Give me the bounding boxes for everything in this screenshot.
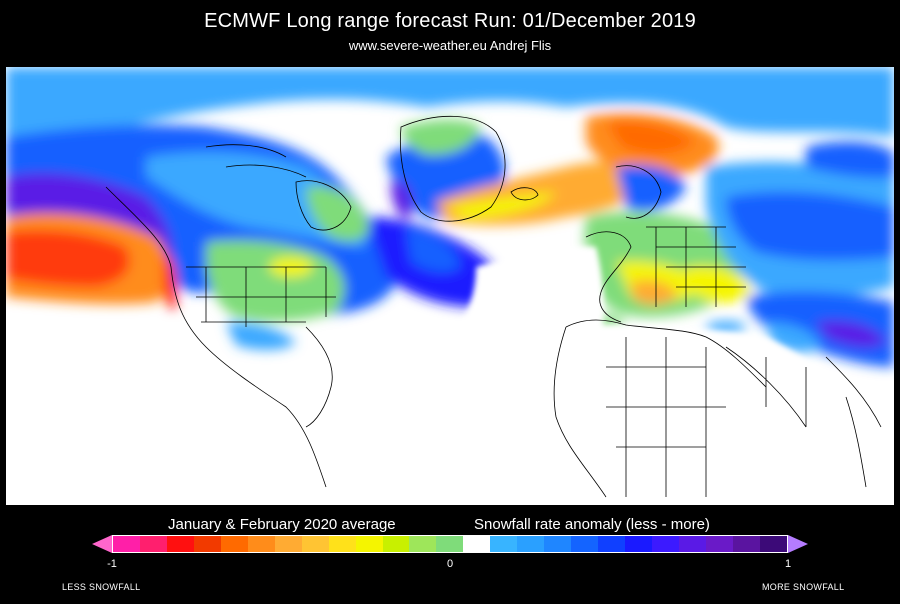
legend-swatch <box>544 536 572 552</box>
legend-left-heading: January & February 2020 average <box>168 516 396 533</box>
legend-swatch <box>679 536 706 552</box>
legend-swatch <box>220 536 248 552</box>
tick-max: 1 <box>784 558 792 570</box>
legend-swatch <box>193 536 221 552</box>
land-no-snow <box>146 245 894 505</box>
legend-swatch <box>652 536 680 552</box>
less-arrow-icon <box>92 535 112 553</box>
legend-swatch <box>409 536 437 552</box>
legend-swatch <box>571 536 599 552</box>
legend-swatch <box>463 536 491 552</box>
legend-swatch <box>301 536 329 552</box>
legend-swatch <box>598 536 626 552</box>
legend-swatch <box>732 536 760 552</box>
legend-swatch <box>328 536 356 552</box>
legend-swatch <box>113 536 140 552</box>
legend-swatch <box>436 536 464 552</box>
color-scale-bar <box>112 535 788 553</box>
map-canvas <box>6 67 894 505</box>
less-snowfall-label: LESS SNOWFALL <box>62 582 141 592</box>
legend-swatch <box>490 536 518 552</box>
legend-swatch <box>382 536 410 552</box>
map-title: ECMWF Long range forecast Run: 01/Decemb… <box>204 10 696 32</box>
legend-swatch <box>355 536 383 552</box>
legend-right-heading: Snowfall rate anomaly (less - more) <box>474 516 710 533</box>
map-subtitle: www.severe-weather.eu Andrej Flis <box>348 38 552 53</box>
legend-swatch <box>274 536 302 552</box>
legend-swatch <box>625 536 653 552</box>
legend-swatch <box>166 536 194 552</box>
tick-zero: 0 <box>446 558 454 570</box>
tick-min: -1 <box>107 558 117 570</box>
legend-swatch <box>759 536 787 552</box>
snowfall-anomaly-map <box>6 67 894 505</box>
legend-swatch <box>517 536 545 552</box>
anomaly-field <box>6 67 894 367</box>
legend-swatch <box>139 536 167 552</box>
more-arrow-icon <box>788 535 808 553</box>
country-borders <box>105 115 882 498</box>
legend-swatch <box>705 536 733 552</box>
more-snowfall-label: MORE SNOWFALL <box>762 582 845 592</box>
legend-swatch <box>247 536 275 552</box>
